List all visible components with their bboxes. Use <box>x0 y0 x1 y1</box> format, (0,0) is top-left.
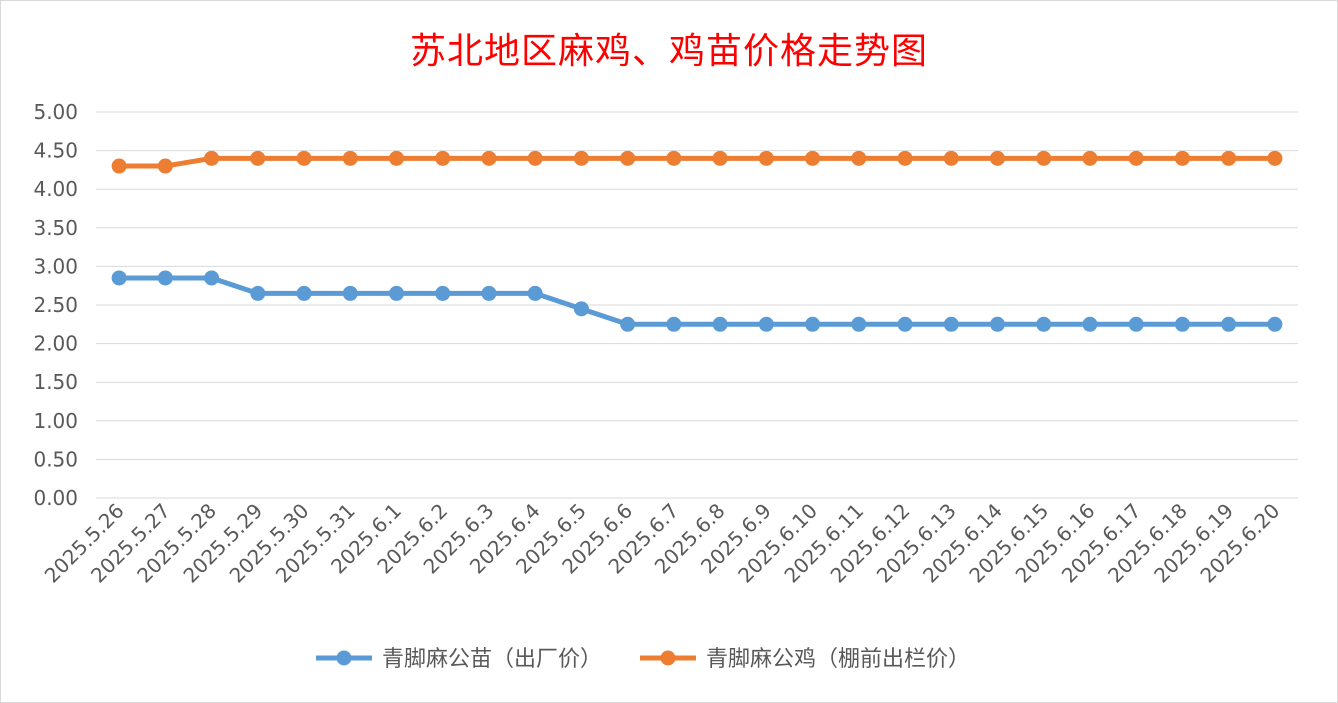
data-point <box>1174 150 1190 166</box>
data-point <box>1267 150 1283 166</box>
data-point <box>527 150 543 166</box>
data-point <box>1082 150 1098 166</box>
series-line <box>116 275 1278 327</box>
data-point <box>1128 150 1144 166</box>
y-tick-label: 4.00 <box>33 177 78 201</box>
y-tick-label: 0.00 <box>33 486 78 510</box>
data-point <box>111 270 127 286</box>
data-point <box>111 158 127 174</box>
data-point <box>1221 316 1237 332</box>
data-point <box>897 150 913 166</box>
series-0 <box>111 270 1283 332</box>
data-point <box>1036 150 1052 166</box>
data-point <box>250 150 266 166</box>
series-line <box>116 155 1278 169</box>
data-point <box>296 285 312 301</box>
data-point <box>990 316 1005 332</box>
data-point <box>435 285 451 301</box>
data-point <box>157 158 173 174</box>
y-tick-label: 3.50 <box>33 216 78 240</box>
data-point <box>851 150 867 166</box>
data-point <box>758 150 774 166</box>
data-point <box>296 150 312 166</box>
data-point <box>573 301 589 317</box>
data-point <box>342 285 358 301</box>
data-point <box>897 316 913 332</box>
data-point <box>204 150 220 166</box>
y-tick-label: 4.50 <box>33 139 78 163</box>
data-point <box>481 285 497 301</box>
data-point <box>250 285 266 301</box>
data-point <box>204 270 220 286</box>
y-tick-label: 0.50 <box>33 447 78 471</box>
data-point <box>1174 316 1190 332</box>
data-point <box>666 316 682 332</box>
data-point <box>805 150 821 166</box>
y-tick-label: 1.50 <box>33 370 78 394</box>
data-point <box>943 316 959 332</box>
data-point <box>435 150 451 166</box>
data-point <box>342 150 358 166</box>
data-point <box>620 150 636 166</box>
gridlines <box>96 111 1298 499</box>
data-point <box>712 316 728 332</box>
y-tick-label: 3.00 <box>33 254 78 278</box>
data-point <box>1221 150 1237 166</box>
y-tick-label: 5.00 <box>33 100 78 124</box>
y-tick-label: 1.00 <box>33 409 78 433</box>
series-1 <box>111 150 1283 174</box>
legend-label: 青脚麻公苗（出厂价） <box>382 647 602 672</box>
data-point <box>389 150 404 166</box>
data-point <box>712 150 728 166</box>
chart-title: 苏北地区麻鸡、鸡苗价格走势图 <box>409 31 928 72</box>
data-point <box>389 285 404 301</box>
data-point <box>990 150 1005 166</box>
legend-swatch-marker <box>660 650 676 666</box>
data-point <box>851 316 867 332</box>
y-tick-label: 2.00 <box>33 332 78 356</box>
data-point <box>666 150 682 166</box>
data-point <box>573 150 589 166</box>
y-tick-label: 2.50 <box>33 293 78 317</box>
data-point <box>805 316 821 332</box>
data-point <box>1128 316 1144 332</box>
data-point <box>1036 316 1052 332</box>
data-point <box>758 316 774 332</box>
data-point <box>943 150 959 166</box>
legend: 青脚麻公苗（出厂价） 青脚麻公鸡（棚前出栏价） <box>316 647 970 672</box>
data-point <box>1082 316 1098 332</box>
data-point <box>1267 316 1283 332</box>
data-point <box>481 150 497 166</box>
legend-label: 青脚麻公鸡（棚前出栏价） <box>706 647 970 672</box>
data-point <box>620 316 636 332</box>
legend-swatch-marker <box>336 650 352 666</box>
data-point <box>527 285 543 301</box>
data-point <box>157 270 173 286</box>
